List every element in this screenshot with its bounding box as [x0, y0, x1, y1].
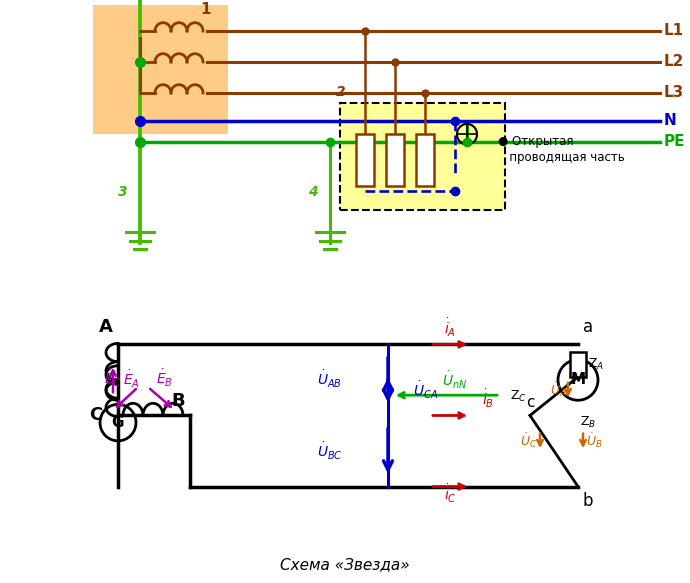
Text: PE: PE — [664, 134, 685, 149]
Text: 3: 3 — [118, 185, 128, 199]
Text: L1: L1 — [664, 23, 684, 38]
Text: $\dot{U}_C$: $\dot{U}_C$ — [520, 431, 538, 450]
Text: 4: 4 — [308, 185, 317, 199]
Bar — [386, 134, 404, 186]
Text: G: G — [112, 415, 124, 430]
Text: 2: 2 — [336, 85, 346, 99]
Text: b: b — [583, 491, 593, 510]
Text: c: c — [526, 395, 534, 410]
Text: $\dot{U}_{AB}$: $\dot{U}_{AB}$ — [317, 370, 342, 391]
Text: N: N — [664, 113, 677, 128]
Bar — [570, 352, 586, 377]
Text: M: M — [571, 373, 586, 388]
Text: $\dot{U}_B$: $\dot{U}_B$ — [586, 431, 603, 450]
Text: L3: L3 — [664, 86, 684, 100]
Text: Z$_B$: Z$_B$ — [580, 415, 596, 430]
Text: Z$_C$: Z$_C$ — [510, 389, 526, 405]
Text: C: C — [90, 406, 103, 424]
Bar — [416, 134, 434, 186]
Bar — [356, 134, 374, 186]
Text: $\dot{E}_C$: $\dot{E}_C$ — [104, 368, 122, 389]
Text: B: B — [171, 392, 185, 410]
Text: $\dot{U}_{CA}$: $\dot{U}_{CA}$ — [413, 380, 438, 401]
FancyBboxPatch shape — [93, 5, 228, 134]
Text: $\dot{E}_B$: $\dot{E}_B$ — [157, 368, 173, 389]
Text: $\dot{U}_{BC}$: $\dot{U}_{BC}$ — [317, 441, 343, 462]
Text: $\dot{i}_B$: $\dot{i}_B$ — [482, 388, 494, 410]
Text: $\dot{U}_A$: $\dot{U}_A$ — [550, 381, 566, 399]
Text: Схема «Звезда»: Схема «Звезда» — [280, 557, 410, 573]
Text: ● Открытая: ● Открытая — [498, 135, 573, 148]
Text: a: a — [583, 318, 593, 336]
Text: A: A — [99, 318, 113, 336]
Text: L2: L2 — [664, 54, 684, 69]
Text: Z$_A$: Z$_A$ — [588, 357, 604, 373]
Text: $\dot{i}_A$: $\dot{i}_A$ — [444, 317, 456, 339]
Text: $\dot{E}_A$: $\dot{E}_A$ — [123, 370, 140, 391]
Text: $\dot{U}_{nN}$: $\dot{U}_{nN}$ — [442, 370, 468, 391]
FancyBboxPatch shape — [340, 103, 505, 210]
Text: проводящая часть: проводящая часть — [498, 150, 624, 163]
Text: $\dot{i}_C$: $\dot{i}_C$ — [444, 483, 456, 505]
Text: 1: 1 — [200, 2, 210, 17]
